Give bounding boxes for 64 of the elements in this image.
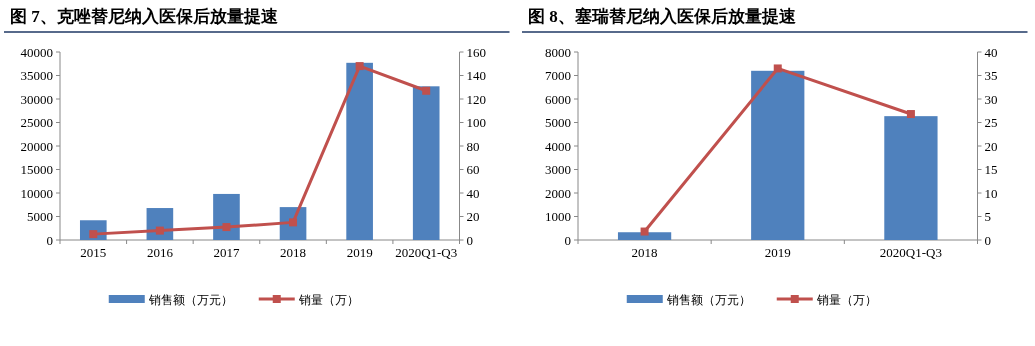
y-tick-label: 10000: [20, 185, 53, 201]
y2-tick-label: 160: [466, 44, 486, 60]
bar: [617, 232, 671, 240]
point: [773, 64, 782, 73]
y-tick-label: 0: [564, 232, 571, 248]
y-tick-label: 7000: [544, 68, 571, 83]
y-tick-label: 4000: [544, 138, 571, 154]
x-tick-label: 2019: [346, 245, 373, 260]
y2-tick-label: 5: [984, 209, 991, 224]
y2-tick-label: 20: [984, 138, 997, 154]
point: [640, 227, 649, 236]
bar: [412, 86, 440, 240]
bar: [750, 70, 804, 240]
point: [155, 226, 164, 235]
point: [222, 223, 231, 232]
legend-label: 销售额（万元）: [665, 293, 751, 307]
y2-tick-label: 140: [466, 68, 486, 83]
y2-tick-label: 20: [466, 209, 480, 224]
legend-label: 销量（万）: [815, 293, 877, 307]
y-tick-label: 1000: [544, 209, 571, 224]
bar: [883, 116, 938, 240]
y-tick-label: 35000: [20, 68, 53, 83]
y-tick-label: 3000: [544, 162, 571, 177]
y-tick-label: 40000: [20, 44, 53, 60]
legend-label: 销售额（万元）: [147, 293, 233, 307]
x-tick-label: 2020Q1-Q3: [395, 245, 458, 260]
y-tick-label: 2000: [544, 185, 571, 201]
point: [355, 62, 364, 71]
y2-tick-label: 100: [466, 115, 486, 130]
y-tick-label: 8000: [544, 44, 571, 60]
point: [906, 110, 915, 119]
legend-label: 销量（万）: [297, 293, 359, 307]
x-tick-label: 2018: [280, 245, 307, 260]
y-tick-label: 6000: [544, 91, 571, 107]
x-tick-label: 2018: [631, 245, 658, 260]
y2-tick-label: 25: [984, 115, 997, 130]
y-tick-label: 25000: [20, 115, 53, 130]
y2-tick-label: 40: [466, 185, 480, 201]
y2-tick-label: 60: [466, 162, 480, 177]
y2-tick-label: 0: [466, 232, 473, 248]
bar: [346, 62, 373, 240]
y-tick-label: 5000: [544, 115, 571, 130]
point: [422, 86, 431, 95]
x-tick-label: 2019: [764, 245, 791, 260]
y-tick-label: 15000: [20, 162, 53, 177]
y-tick-label: 30000: [20, 91, 53, 107]
y2-tick-label: 10: [984, 185, 997, 201]
y2-tick-label: 35: [984, 68, 997, 83]
y-tick-label: 0: [46, 232, 53, 248]
y2-tick-label: 40: [984, 44, 997, 60]
bar: [213, 193, 240, 240]
y2-tick-label: 15: [984, 162, 997, 177]
x-tick-label: 2017: [213, 245, 240, 260]
y2-tick-label: 120: [466, 91, 486, 107]
chart-title: 图 8、塞瑞替尼纳入医保后放量提速: [527, 7, 796, 26]
x-tick-label: 2015: [80, 245, 107, 260]
y-tick-label: 20000: [20, 138, 53, 154]
y2-tick-label: 80: [466, 138, 480, 154]
chart-title: 图 7、克唑替尼纳入医保后放量提速: [10, 7, 278, 26]
y-tick-label: 5000: [27, 209, 53, 224]
y2-tick-label: 30: [984, 91, 997, 107]
x-tick-label: 2020Q1-Q3: [879, 245, 942, 260]
x-tick-label: 2016: [146, 245, 174, 260]
y2-tick-label: 0: [984, 232, 991, 248]
